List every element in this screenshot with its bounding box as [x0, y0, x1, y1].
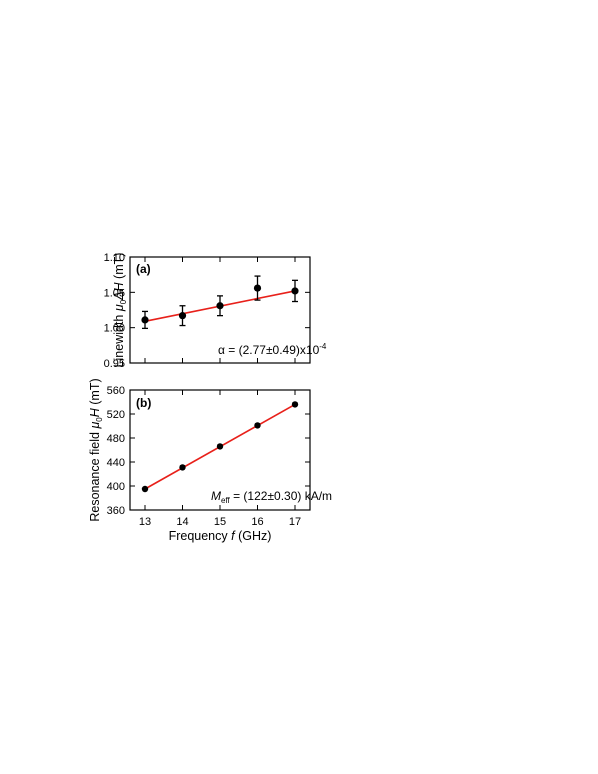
y-tick-label: 0.95 [104, 358, 125, 370]
panel-b-x-axis: 13 14 15 16 17 [139, 390, 301, 528]
data-point [216, 443, 224, 450]
y-tick-label: 480 [107, 433, 125, 445]
y-tick-label: 520 [107, 409, 125, 421]
panel-a-label: (a) [136, 262, 151, 276]
y-tick-label: 360 [107, 505, 125, 517]
data-point [178, 312, 187, 320]
x-tick-label: 16 [251, 516, 263, 528]
data-point [216, 302, 224, 310]
data-point [291, 401, 299, 408]
y-tick-label: 1.05 [104, 287, 125, 299]
panel-a-data-points [141, 275, 299, 330]
panel-a-x-axis [144, 257, 296, 363]
y-tick-label: 1.10 [104, 252, 125, 264]
x-tick-label: 17 [289, 516, 301, 528]
y-tick-label: 400 [107, 481, 125, 493]
y-tick-label: 440 [107, 457, 125, 469]
x-tick-label: 14 [176, 516, 188, 528]
panel-a-annotation: α = (2.77±0.49)x10-4 [218, 342, 327, 357]
y-tick-label: 1.00 [104, 323, 125, 335]
panel-b-label: (b) [136, 396, 151, 410]
x-axis-label: Frequency f (GHz) [169, 529, 272, 543]
data-point [291, 287, 299, 295]
panel-b-resonance-field: 360 400 440 480 520 560 13 14 15 16 17 (b) Meff =… [88, 378, 332, 543]
data-point [253, 284, 262, 292]
x-tick-label: 13 [139, 516, 151, 528]
panel-a-y-axis: 0.95 1.00 1.05 1.10 [104, 252, 310, 370]
y-tick-label: 560 [107, 385, 125, 397]
panel-b-y-axis-label: Resonance field μ0H (mT) [88, 378, 104, 521]
panel-a-linewidth: 0.95 1.00 1.05 1.10 (a) α = (2.77±0.49)x10-… [104, 252, 327, 370]
panel-b-annotation: Meff = (122±0.30) kA/m [211, 489, 332, 505]
panel-b-data-points [141, 401, 299, 493]
panel-b-y-axis: 360 400 440 480 520 560 [107, 385, 310, 517]
data-point [141, 316, 149, 324]
panel-a-y-axis-label: Linewidth μ0ΔH (mT) [112, 253, 128, 368]
x-tick-label: 15 [214, 516, 226, 528]
data-point [254, 422, 261, 429]
data-point [179, 464, 186, 471]
data-point [141, 485, 149, 493]
